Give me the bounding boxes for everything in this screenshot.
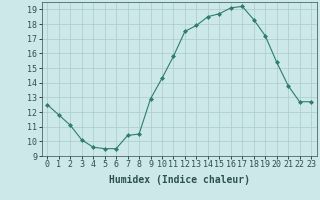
X-axis label: Humidex (Indice chaleur): Humidex (Indice chaleur) (109, 175, 250, 185)
